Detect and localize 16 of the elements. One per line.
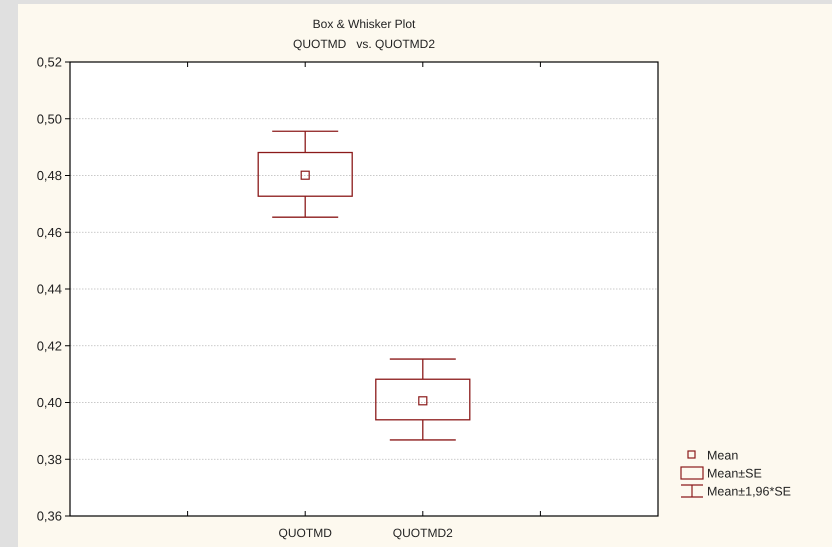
y-tick-label: 0,50	[36, 111, 62, 126]
y-tick-label: 0,40	[36, 395, 62, 410]
chart-subtitle: QUOTMD vs. QUOTMD2	[293, 37, 436, 51]
text: Mean	[707, 448, 738, 462]
y-tick-label: 0,36	[36, 508, 62, 524]
chart-title: Box & Whisker Plot	[312, 17, 416, 31]
y-tick-label: 0,48	[36, 168, 62, 183]
y-tick-label: 0,38	[36, 452, 62, 467]
y-tick-label: 0,42	[36, 338, 62, 354]
y-tick-label: 0,46	[36, 224, 62, 240]
text: Mean±SE	[707, 466, 762, 480]
y-tick-label: 0,44	[36, 282, 62, 296]
text: Mean±1,96*SE	[707, 484, 791, 498]
y-tick-label: 0,52	[36, 54, 62, 70]
x-tick-label: QUOTMD2	[392, 526, 454, 540]
x-tick-label: QUOTMD	[278, 526, 332, 540]
